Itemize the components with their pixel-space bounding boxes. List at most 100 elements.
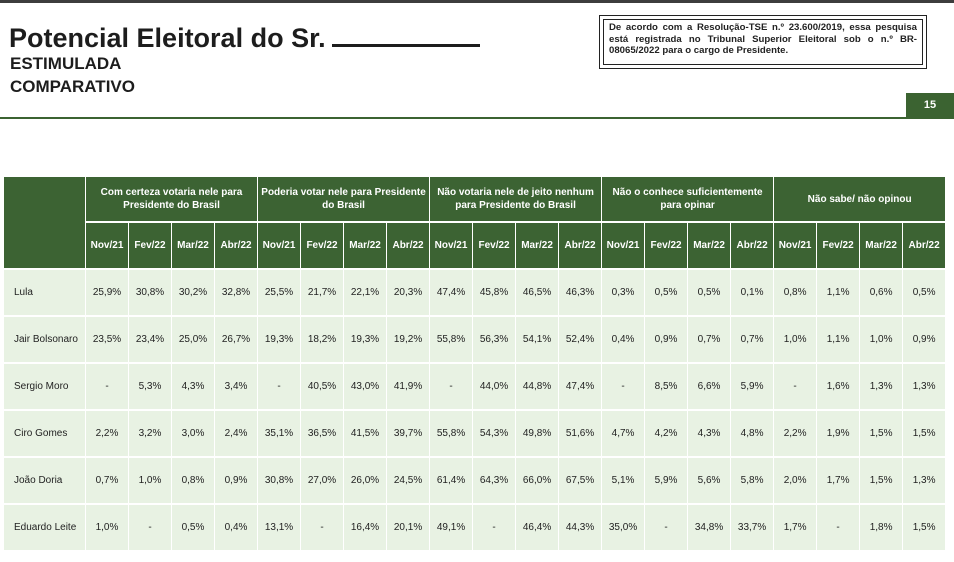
- value-cell: 43,0%: [344, 364, 388, 411]
- value-cell: 23,5%: [86, 317, 129, 364]
- value-cell: 3,2%: [129, 411, 172, 458]
- tse-notice-box: De acordo com a Resolução-TSE n.º 23.600…: [599, 15, 927, 69]
- value-cell: 49,1%: [430, 505, 474, 552]
- group-header: Não votaria nele de jeito nenhum para Pr…: [430, 177, 603, 223]
- candidate-name: Ciro Gomes: [4, 411, 86, 458]
- group-header: Poderia votar nele para Presidente do Br…: [258, 177, 431, 223]
- month-header: Mar/22: [344, 223, 388, 270]
- value-cell: 20,3%: [387, 270, 431, 317]
- value-cell: 27,0%: [301, 458, 345, 505]
- value-cell: 47,4%: [559, 364, 603, 411]
- value-cell: 33,7%: [731, 505, 775, 552]
- value-cell: 36,5%: [301, 411, 345, 458]
- value-cell: 0,8%: [172, 458, 215, 505]
- value-cell: 4,7%: [602, 411, 646, 458]
- value-cell: 23,4%: [129, 317, 172, 364]
- value-cell: 20,1%: [387, 505, 431, 552]
- value-cell: -: [602, 364, 646, 411]
- table-row: Sergio Moro -5,3% 4,3% 3,4% -40,5% 43,0% 41,9%…: [4, 364, 947, 411]
- value-cell: 1,0%: [129, 458, 172, 505]
- value-cell: 1,0%: [86, 505, 129, 552]
- value-cell: 5,8%: [731, 458, 775, 505]
- value-cell: 3,0%: [172, 411, 215, 458]
- value-cell: 0,4%: [602, 317, 646, 364]
- candidate-column-header: [4, 177, 86, 270]
- value-cell: 1,9%: [817, 411, 861, 458]
- value-cell: 1,5%: [903, 505, 947, 552]
- value-cell: 4,3%: [172, 364, 215, 411]
- value-cell: 2,0%: [774, 458, 818, 505]
- value-cell: -: [86, 364, 129, 411]
- value-cell: 54,1%: [516, 317, 560, 364]
- page-title: Potencial Eleitoral do Sr.: [9, 22, 480, 54]
- value-cell: 24,5%: [387, 458, 431, 505]
- value-cell: 26,7%: [215, 317, 259, 364]
- value-cell: 41,5%: [344, 411, 388, 458]
- value-cell: 0,6%: [860, 270, 904, 317]
- value-cell: 0,8%: [774, 270, 818, 317]
- value-cell: 4,3%: [688, 411, 732, 458]
- value-cell: 51,6%: [559, 411, 603, 458]
- value-cell: 66,0%: [516, 458, 560, 505]
- month-header: Fev/22: [473, 223, 517, 270]
- value-cell: 30,8%: [129, 270, 172, 317]
- value-cell: 55,8%: [430, 411, 474, 458]
- value-cell: 32,8%: [215, 270, 259, 317]
- value-cell: 34,8%: [688, 505, 732, 552]
- month-header: Nov/21: [602, 223, 646, 270]
- value-cell: 5,6%: [688, 458, 732, 505]
- table-row: João Doria 0,7% 1,0% 0,8% 0,9% 30,8% 27,0% 26,0…: [4, 458, 947, 505]
- value-cell: 54,3%: [473, 411, 517, 458]
- month-header: Abr/22: [559, 223, 603, 270]
- month-header: Fev/22: [817, 223, 861, 270]
- value-cell: 1,3%: [903, 458, 947, 505]
- month-header: Abr/22: [903, 223, 947, 270]
- month-header: Fev/22: [301, 223, 345, 270]
- value-cell: 1,8%: [860, 505, 904, 552]
- month-header: Fev/22: [645, 223, 689, 270]
- value-cell: 46,4%: [516, 505, 560, 552]
- candidate-name: João Doria: [4, 458, 86, 505]
- value-cell: 18,2%: [301, 317, 345, 364]
- month-header-row: Nov/21 Fev/22 Mar/22 Abr/22 Nov/21 Fev/22 Mar/…: [4, 223, 947, 270]
- value-cell: -: [129, 505, 172, 552]
- top-border: [0, 0, 954, 3]
- value-cell: 25,9%: [86, 270, 129, 317]
- value-cell: 5,3%: [129, 364, 172, 411]
- tse-notice-text: De acordo com a Resolução-TSE n.º 23.600…: [603, 19, 923, 65]
- value-cell: 0,9%: [215, 458, 259, 505]
- title-blank-line: [331, 22, 480, 47]
- value-cell: 0,7%: [731, 317, 775, 364]
- value-cell: 6,6%: [688, 364, 732, 411]
- value-cell: 22,1%: [344, 270, 388, 317]
- value-cell: -: [817, 505, 861, 552]
- month-header: Mar/22: [860, 223, 904, 270]
- month-header: Abr/22: [215, 223, 259, 270]
- value-cell: 5,9%: [731, 364, 775, 411]
- subtitle-estimulada: ESTIMULADA: [10, 54, 122, 73]
- month-header: Mar/22: [516, 223, 560, 270]
- value-cell: 0,1%: [731, 270, 775, 317]
- candidate-name: Jair Bolsonaro: [4, 317, 86, 364]
- value-cell: 13,1%: [258, 505, 302, 552]
- value-cell: 21,7%: [301, 270, 345, 317]
- value-cell: 0,5%: [688, 270, 732, 317]
- month-header: Nov/21: [258, 223, 302, 270]
- value-cell: 16,4%: [344, 505, 388, 552]
- value-cell: 19,3%: [344, 317, 388, 364]
- table-row: Jair Bolsonaro 23,5% 23,4% 25,0% 26,7% 19,3% 1…: [4, 317, 947, 364]
- value-cell: 52,4%: [559, 317, 603, 364]
- value-cell: 1,5%: [903, 411, 947, 458]
- month-header: Mar/22: [172, 223, 215, 270]
- results-table: Com certeza votaria nele para Presidente…: [4, 177, 947, 552]
- group-header: Não o conhece suficientemente para opina…: [602, 177, 775, 223]
- value-cell: 25,0%: [172, 317, 215, 364]
- value-cell: 0,5%: [172, 505, 215, 552]
- value-cell: 25,5%: [258, 270, 302, 317]
- page-number-badge: 15: [906, 93, 954, 117]
- value-cell: 2,2%: [774, 411, 818, 458]
- table-row: Ciro Gomes 2,2% 3,2% 3,0% 2,4% 35,1% 36,5% 41,5…: [4, 411, 947, 458]
- value-cell: -: [258, 364, 302, 411]
- value-cell: 0,9%: [903, 317, 947, 364]
- value-cell: 30,2%: [172, 270, 215, 317]
